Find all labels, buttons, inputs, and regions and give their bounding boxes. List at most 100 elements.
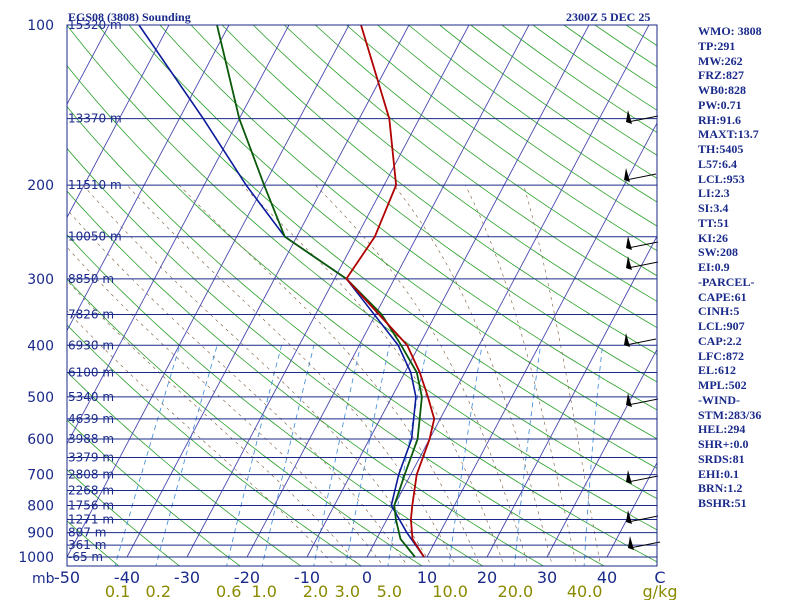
height-label: 15320 m — [68, 18, 122, 32]
mixing-ratio-tick-label: 0.6 — [216, 582, 241, 600]
wind-barb — [625, 173, 657, 181]
index-item: FRZ:827 — [698, 68, 744, 83]
temperature-tick-label: -20 — [234, 568, 260, 587]
index-item: WMO: 3808 — [698, 24, 762, 38]
dry-adiabat — [67, 419, 241, 566]
height-label: 1271 m — [68, 512, 114, 526]
dewpoint-trace — [216, 25, 423, 558]
index-item: WB0:828 — [698, 83, 746, 97]
temperature-tick-label: 30 — [537, 568, 557, 587]
pressure-tick-label: 200 — [27, 178, 54, 194]
height-label: 4639 m — [68, 412, 114, 426]
wind-barb-flag — [626, 110, 632, 124]
moist-adiabat — [523, 185, 601, 566]
index-item: EI:0.9 — [698, 260, 730, 274]
dry-adiabat — [190, 25, 657, 383]
pressure-tick-label: 900 — [27, 526, 54, 542]
height-label: -65 m — [68, 550, 103, 564]
index-item: STM:283/36 — [698, 407, 762, 422]
height-label: 8850 m — [68, 272, 114, 286]
isotherm — [246, 25, 530, 558]
index-item: CINH:5 — [698, 304, 740, 319]
dry-adiabat — [159, 25, 657, 411]
pressure-tick-label: 700 — [27, 468, 54, 484]
pressure-tick-label: 1000 — [18, 550, 54, 566]
temperature-trace — [345, 25, 436, 558]
isotherm — [426, 122, 657, 558]
moist-adiabat — [393, 184, 553, 566]
index-item: PW:0.71 — [698, 97, 742, 112]
wind-barb-flag — [624, 333, 630, 347]
indices-panel: WMO: 3808 TP:291 MW:262 FRZ:827 WB0:828 PW:0.… — [698, 24, 800, 511]
wind-barb-flag — [626, 510, 632, 524]
dry-adiabat — [67, 469, 181, 566]
isotherm — [126, 25, 410, 558]
height-label: 2808 m — [68, 468, 114, 482]
index-item: -PARCEL- — [698, 274, 755, 289]
height-label: 361 m — [68, 538, 106, 552]
height-label: 807 m — [68, 526, 106, 540]
pressure-tick-label: 800 — [27, 498, 54, 514]
dry-adiabat — [67, 147, 605, 566]
wind-barb-flag — [626, 470, 632, 484]
wind-barb-flag — [624, 168, 630, 182]
valid-time: 2300Z 5 DEC 25 — [566, 10, 650, 24]
wind-barb-flag — [626, 236, 632, 250]
index-item: TT:51 — [698, 215, 730, 230]
index-item: SHR+:0.0 — [698, 437, 749, 451]
index-item: LFC:872 — [698, 348, 744, 363]
mixing-ratio-tick-label: 20.0 — [498, 582, 534, 600]
wind-barb-flag — [626, 256, 632, 270]
wind-barbs — [624, 110, 661, 550]
mixing-ratio-line — [313, 345, 361, 566]
dry-adiabat — [67, 520, 120, 566]
dry-adiabat — [315, 25, 657, 277]
index-item: MAXT:13.7 — [698, 127, 759, 142]
isotherm — [67, 25, 290, 445]
isotherm — [366, 25, 650, 558]
wind-barb — [627, 515, 659, 523]
temperature-tick-label: 20 — [477, 568, 497, 587]
wind-barb — [627, 261, 659, 269]
parcel-trace — [138, 25, 425, 558]
dry-adiabat — [128, 25, 657, 440]
mixing-ratio-line — [114, 345, 181, 566]
mixing-ratio-unit-label: g/kg — [643, 582, 678, 600]
wind-barb-flag — [626, 393, 632, 407]
pressure-unit-label: mb — [32, 571, 55, 587]
index-item: L57:6.4 — [698, 156, 737, 171]
mixing-ratio-tick-label: 0.1 — [105, 582, 130, 600]
isotherm — [67, 25, 350, 558]
moist-adiabat — [241, 184, 505, 566]
moist-adiabat — [315, 184, 529, 566]
index-item: LCL:907 — [698, 319, 745, 333]
height-label: 13370 m — [68, 112, 122, 126]
isotherm — [606, 461, 657, 558]
wind-barb — [629, 541, 661, 549]
wind-barb — [625, 338, 657, 346]
mixing-ratio-line — [345, 345, 390, 566]
index-item: SW:208 — [698, 245, 739, 260]
mixing-ratio-tick-label: 40.0 — [567, 582, 603, 600]
height-label: 5340 m — [68, 390, 114, 404]
dry-adiabat — [221, 25, 657, 355]
mixing-ratio-tick-label: 0.2 — [146, 582, 171, 600]
height-label: 11510 m — [68, 178, 122, 192]
dry-adiabat — [67, 234, 484, 566]
height-label: 1756 m — [68, 498, 114, 512]
temperature-labels: -50 -40 -30 -20 -10 0 10 20 30 40 C — [54, 568, 666, 587]
height-label: 7826 m — [68, 307, 114, 321]
pressure-tick-label: 400 — [27, 338, 54, 354]
moist-adiabat — [178, 184, 481, 566]
index-item: KI:26 — [698, 230, 728, 245]
chart-title: EGS08 (3808) Sounding — [68, 10, 191, 24]
wind-barb — [627, 398, 659, 406]
pressure-tick-label: 500 — [27, 390, 54, 406]
dry-adiabat — [97, 25, 657, 469]
mixing-ratio-labels: 0.1 0.2 0.6 1.0 2.0 3.0 5.0 10.0 20.0 40.0 g/kg — [105, 582, 678, 600]
isotherm — [546, 348, 657, 558]
isotherm — [67, 25, 230, 332]
moist-adiabat — [67, 280, 360, 566]
temperature-tick-label: 10 — [417, 568, 437, 587]
